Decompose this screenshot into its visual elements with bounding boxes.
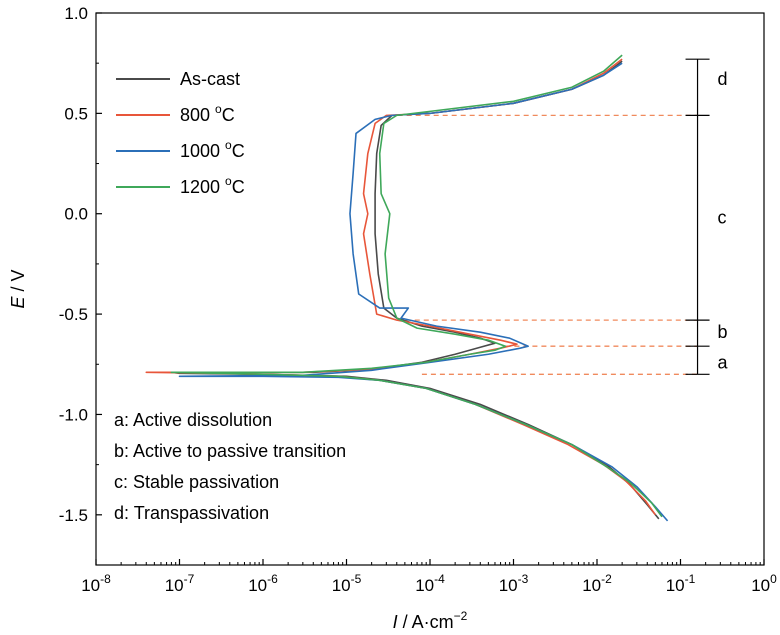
series-line-4 [170, 54, 663, 518]
y-axis-label: E / V [8, 269, 28, 308]
legend: As-cast 800 oC 1000 oC 1200 oC [116, 69, 245, 197]
reference-lines [388, 114, 698, 375]
bracket-label-b: b [718, 322, 728, 342]
x-tick-label: 10-5 [332, 572, 362, 595]
series-lines [145, 54, 669, 522]
x-tick-label: 10-3 [499, 572, 529, 595]
legend-label-1: As-cast [180, 69, 240, 89]
region-bracket: d c ba [685, 58, 729, 375]
x-tick-label: 10-2 [582, 572, 612, 595]
legend-label-3: 1000 oC [180, 138, 245, 161]
x-tick-label: 10-6 [248, 572, 278, 595]
y-tick-label: 1.0 [64, 4, 88, 23]
annotation-notes: a: Active dissolution b: Active to passiv… [114, 410, 346, 523]
bracket-label-c: c [718, 208, 727, 228]
annotation-3: c: Stable passivation [114, 472, 279, 492]
annotation-1: a: Active dissolution [114, 410, 272, 430]
legend-label-2: 800 oC [180, 102, 235, 125]
x-tick-label: 10-8 [81, 572, 111, 595]
y-tick-label: -1.5 [59, 506, 88, 525]
x-axis-label: I / A·cm−2 [393, 609, 468, 632]
axes: 1.0 0.5 0.0 -0.5 -1.0 -1.5 10-8 10-7 10-6 10-5 10-… [8, 4, 777, 632]
legend-label-4: 1200 oC [180, 174, 245, 197]
annotation-4: d: Transpassivation [114, 503, 269, 523]
x-tick-label: 10-7 [165, 572, 195, 595]
x-tick-label: 10-4 [415, 572, 445, 595]
bracket-label-a: a [718, 352, 729, 372]
y-tick-label: 0.0 [64, 205, 88, 224]
y-tick-label: 0.5 [64, 104, 88, 123]
x-tick-label: 100 [751, 572, 777, 595]
y-tick-label: -1.0 [59, 405, 88, 424]
bracket-label-d: d [718, 69, 728, 89]
annotation-2: b: Active to passive transition [114, 441, 346, 461]
y-tick-label: -0.5 [59, 305, 88, 324]
x-tick-label: 10-1 [666, 572, 696, 595]
